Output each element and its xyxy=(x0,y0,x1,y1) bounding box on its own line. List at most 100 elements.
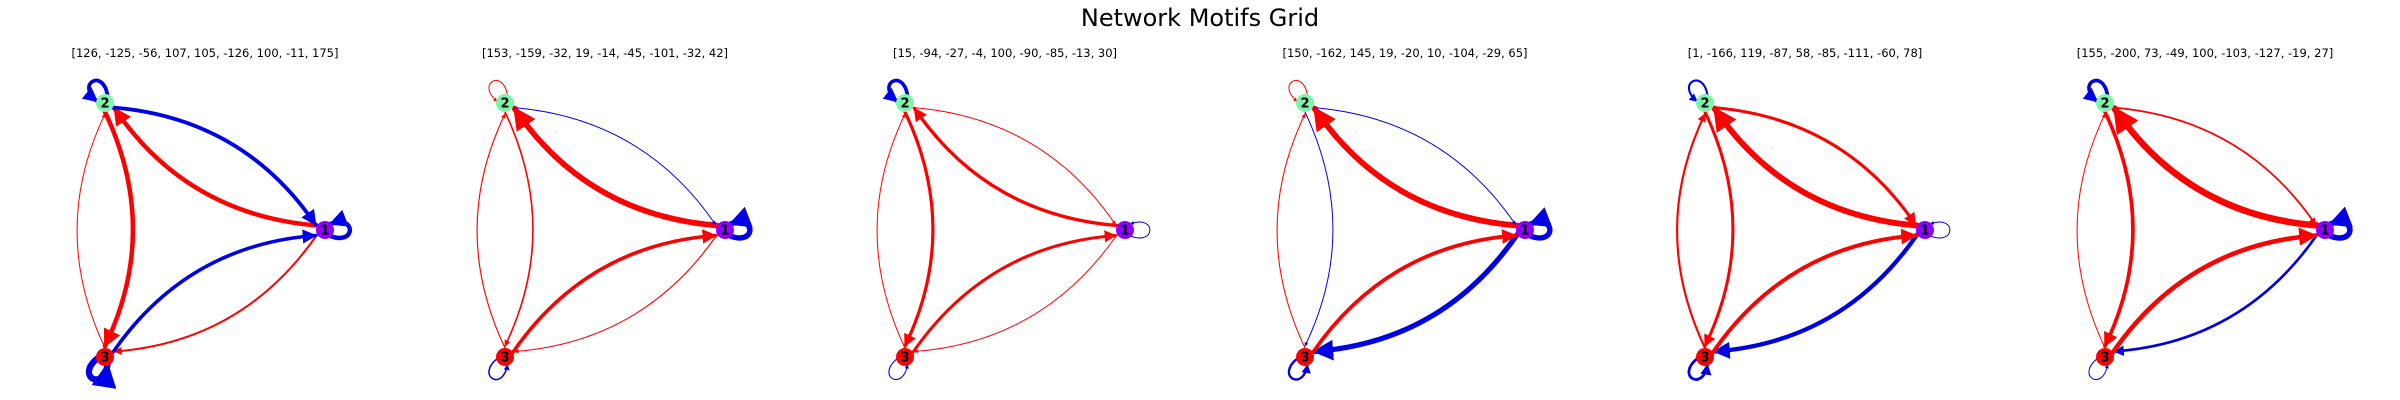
motif-edge xyxy=(1527,207,1553,241)
motif-node-label: 2 xyxy=(2100,97,2109,112)
motif-edge xyxy=(1711,105,1921,229)
motif-edge xyxy=(85,355,117,389)
motif-edge xyxy=(882,78,910,104)
motif-node-label: 1 xyxy=(1920,224,1929,239)
motif-edge xyxy=(1312,107,1516,226)
motif-edge xyxy=(2111,105,2321,229)
motif-edge xyxy=(488,80,508,102)
motif-node-label: 1 xyxy=(320,224,329,239)
motif-panel: [1, -166, 119, -87, 58, -85, -111, -60, … xyxy=(1675,46,1951,381)
motif-edge xyxy=(2103,110,2135,348)
motif-edge xyxy=(903,110,935,348)
motif-edge xyxy=(1929,220,1951,239)
motif-edge xyxy=(328,209,353,241)
motif-edge xyxy=(1287,357,1311,381)
motif-node-label: 2 xyxy=(1300,97,1309,112)
motif-edge xyxy=(1304,111,1334,347)
motif-edge xyxy=(112,106,320,228)
motif-edge xyxy=(1288,80,1308,102)
motif-edge xyxy=(2113,233,2319,356)
panel-weight-label: [1, -166, 119, -87, 58, -85, -111, -60, … xyxy=(1688,46,1923,60)
motif-node xyxy=(2316,221,2334,239)
motif-node-label: 1 xyxy=(2320,224,2329,239)
motif-edge xyxy=(476,113,506,349)
motif-edge xyxy=(1703,110,1735,348)
motif-node xyxy=(1696,348,1714,366)
motif-edge xyxy=(1311,231,1520,361)
panel-weight-label: [153, -159, -32, 19, -14, -45, -101, -32… xyxy=(482,46,728,60)
motif-node xyxy=(1916,221,1934,239)
motif-edge xyxy=(2088,358,2109,380)
motif-edge xyxy=(510,229,718,355)
motif-node xyxy=(1516,221,1534,239)
motif-edge xyxy=(504,111,534,347)
motif-edge xyxy=(111,229,318,355)
motif-edge xyxy=(2111,106,2317,226)
motif-node-label: 3 xyxy=(500,351,509,366)
motif-panel: [126, -125, -56, 107, 105, -126, 100, -1… xyxy=(72,46,353,389)
motif-edge xyxy=(2076,113,2106,349)
motif-node xyxy=(896,94,914,112)
motif-edge xyxy=(1311,105,1521,229)
motif-node-label: 2 xyxy=(900,97,909,112)
motif-node-label: 1 xyxy=(1520,224,1529,239)
motif-edge xyxy=(1675,112,1707,350)
motif-edge xyxy=(102,109,136,349)
motif-node-label: 1 xyxy=(720,224,729,239)
motif-edge xyxy=(1687,79,1709,103)
motif-edge xyxy=(727,206,753,241)
motif-node xyxy=(316,221,334,239)
motif-node xyxy=(1116,221,1134,239)
motif-edge xyxy=(1310,229,1518,355)
motif-edge xyxy=(512,107,716,226)
motif-edge xyxy=(2110,227,2318,355)
motif-node xyxy=(2096,348,2114,366)
motif-node xyxy=(1696,94,1714,112)
motif-edge xyxy=(1276,113,1306,349)
motif-edge xyxy=(912,107,1116,226)
panel-weight-label: [15, -94, -27, -4, 100, -90, -85, -13, 3… xyxy=(893,46,1117,60)
motif-node-label: 2 xyxy=(100,97,109,112)
motif-panel: [155, -200, 73, -49, 100, -103, -127, -1… xyxy=(2076,46,2353,380)
motif-edge xyxy=(2082,78,2110,104)
motif-node-label: 2 xyxy=(1700,97,1709,112)
motif-edge xyxy=(914,234,1118,354)
motif-node-label: 2 xyxy=(500,97,509,112)
motif-edge xyxy=(113,233,319,355)
motif-node xyxy=(496,94,514,112)
motif-edge xyxy=(1711,105,1918,227)
motif-node xyxy=(96,348,114,366)
motif-panel: [150, -162, 145, 19, -20, 10, -104, -29,… xyxy=(1276,46,1553,381)
motif-edge xyxy=(876,113,906,349)
motif-node xyxy=(1296,348,1314,366)
motif-edge xyxy=(1687,357,1712,381)
panel-weight-label: [155, -200, 73, -49, 100, -103, -127, -1… xyxy=(2077,46,2334,60)
motif-node-label: 3 xyxy=(100,351,109,366)
motif-edge xyxy=(2327,206,2353,241)
motif-edge xyxy=(110,105,318,227)
motif-node-label: 3 xyxy=(2100,351,2109,366)
motif-edge xyxy=(81,78,110,104)
motif-node xyxy=(96,94,114,112)
motif-edge xyxy=(912,106,1119,228)
motif-edge xyxy=(1710,228,1918,355)
motif-node xyxy=(896,348,914,366)
motif-node-label: 1 xyxy=(1120,224,1129,239)
motif-node xyxy=(496,348,514,366)
motif-edge xyxy=(513,233,718,354)
motif-edge xyxy=(888,358,910,381)
motif-node xyxy=(2096,94,2114,112)
motif-node xyxy=(716,221,734,239)
motif-edge xyxy=(511,105,721,229)
motif-edge xyxy=(76,113,106,349)
panel-weight-label: [150, -162, 145, 19, -20, 10, -104, -29,… xyxy=(1282,46,1527,60)
panel-weight-label: [126, -125, -56, 107, 105, -126, 100, -1… xyxy=(72,46,339,60)
motif-edge xyxy=(1129,220,1151,239)
motif-panel: [153, -159, -32, 19, -14, -45, -101, -32… xyxy=(476,46,753,381)
motif-node-label: 3 xyxy=(900,351,909,366)
figure-title: Network Motifs Grid xyxy=(1080,4,1320,32)
motif-node-label: 3 xyxy=(1300,351,1309,366)
motif-edge xyxy=(911,230,1117,355)
motif-edge xyxy=(488,357,510,381)
